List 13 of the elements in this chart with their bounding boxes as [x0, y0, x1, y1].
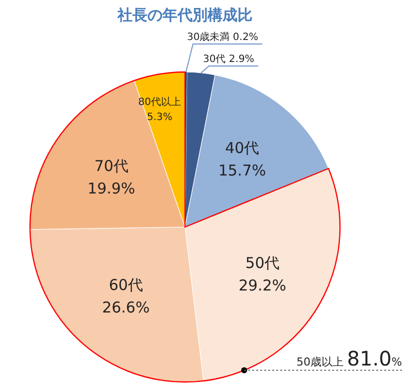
data-label: 5.3% [146, 112, 172, 123]
slice-label: 50代 [245, 254, 280, 272]
slice-label: 30代 2.9% [203, 54, 254, 65]
slice-label: 60代 [108, 276, 143, 294]
slice-label: 30歳未満 0.2% [187, 31, 258, 43]
data-label: 29.2% [238, 276, 286, 295]
data-label: 15.7% [218, 162, 266, 180]
data-label: 26.6% [102, 298, 150, 317]
slice-label: 40代 [225, 139, 260, 158]
chart-title: 社長の年代別構成比 [116, 6, 252, 24]
text: 50歳以上 81.0% [296, 346, 402, 370]
slice-label: 70代 [94, 156, 128, 175]
data-label: 19.9% [88, 179, 136, 198]
